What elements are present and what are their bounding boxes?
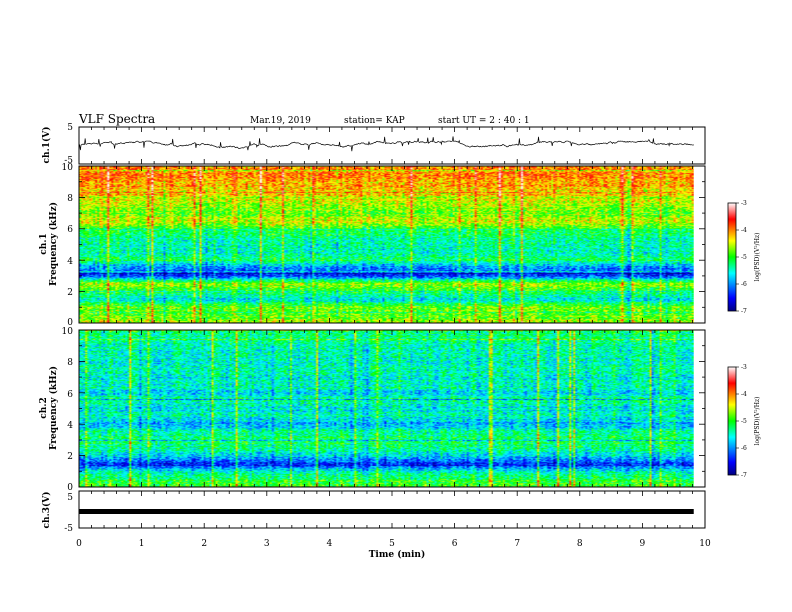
ch3-waveform-ylabel: ch.3(V) [41,492,52,529]
ch1-waveform-ytick-bottom: -5 [64,156,73,166]
ch2-spectrogram-ytick-4: 4 [67,421,73,431]
ch1-spectrogram-ytick-4: 4 [67,257,73,267]
station-label: station= KAP [344,116,405,126]
start-ut-label: start UT = 2 : 40 : 1 [438,116,530,126]
figure-title: VLF Spectra [78,112,155,126]
ch1-waveform-line [78,136,694,152]
ch1-waveform-ylabel: ch.1(V) [41,127,52,164]
colorbar-tick-label: -4 [741,391,747,398]
ch1-spectrogram-ytick-10: 10 [62,163,74,173]
colorbar-tick-label: -3 [741,200,747,207]
x-tick-label-4: 4 [327,539,333,549]
x-tick-label-2: 2 [201,539,207,549]
x-axis-label: Time (min) [369,549,426,560]
x-tick-label-8: 8 [577,539,583,549]
ch1-colorbar-label: log(PSD)(V²/Hz) [754,233,761,282]
colorbar-tick-label: -3 [741,364,747,371]
colorbar-tick-label: -7 [741,472,747,479]
ch1-spectrogram-ytick-2: 2 [67,288,73,298]
x-tick-label-6: 6 [452,539,458,549]
ch2-spectrogram-panel: 0 2 4 6 8 10 ch.2Frequency (kHz) [39,327,706,493]
ch2-colorbar-ticks: -3 -4 -5 -6 -7 [736,364,747,479]
x-tick-label-9: 9 [640,539,646,549]
x-tick-label-0: 0 [76,539,82,549]
colorbar-tick-label: -4 [741,227,747,234]
ch2-spectrogram-ytick-10: 10 [62,327,74,337]
ch3-waveform-ytick-top: 5 [67,493,73,503]
ch1-spectrogram-panel: 0 2 4 6 8 10 ch.1Frequency (kHz) [39,163,706,328]
ch1-spectrogram-ylabel: ch.1Frequency (kHz) [39,202,59,286]
ch1-colorbar-gradient [727,202,737,312]
colorbar-tick-label: -6 [741,445,747,452]
colorbar-tick-label: -6 [741,281,747,288]
ch1-colorbar-ticks: -3 -4 -5 -6 -7 [736,200,747,315]
x-axis-tick-labels: 0 1 2 3 4 5 6 7 8 9 10 [76,539,711,549]
ch1-waveform-ytick-top: 5 [67,123,73,133]
ch1-colorbar: -3 -4 -5 -6 -7 log(PSD)(V²/Hz) [727,200,761,315]
tick-marks [78,127,706,528]
ch2-spectrogram-ytick-8: 8 [67,358,73,368]
ch1-waveform-panel: 5 -5 ch.1(V) [41,123,706,166]
x-tick-label-1: 1 [139,539,145,549]
ch1-spectrogram-ytick-8: 8 [67,194,73,204]
x-tick-label-10: 10 [699,539,711,549]
ch1-spectrogram-image [79,166,694,323]
ch2-spectrogram-ylabel: ch.2Frequency (kHz) [39,366,59,450]
colorbar-tick-label: -7 [741,308,747,315]
ch1-spectrogram-ytick-0: 0 [67,318,73,328]
ch2-spectrogram-ytick-6: 6 [67,390,73,400]
ch1-spectrogram-ytick-6: 6 [67,225,73,235]
x-tick-label-3: 3 [264,539,270,549]
colorbar-tick-label: -5 [741,254,747,261]
ch2-colorbar-gradient [727,366,737,476]
ch2-colorbar: -3 -4 -5 -6 -7 log(PSD)(V²/Hz) [727,364,761,479]
x-tick-label-7: 7 [514,539,520,549]
date-label: Mar.19, 2019 [250,116,311,126]
ch2-spectrogram-ytick-0: 0 [67,483,73,493]
ch3-waveform-panel: 5 -5 ch.3(V) [41,490,706,534]
ch2-colorbar-label: log(PSD)(V²/Hz) [754,397,761,446]
ch2-spectrogram-image [79,330,694,487]
ch1-waveform-frame [78,126,706,165]
ch2-spectrogram-ytick-2: 2 [67,452,73,462]
x-tick-label-5: 5 [389,539,395,549]
colorbar-tick-label: -5 [741,418,747,425]
ch3-waveform-ytick-bottom: -5 [64,524,73,534]
